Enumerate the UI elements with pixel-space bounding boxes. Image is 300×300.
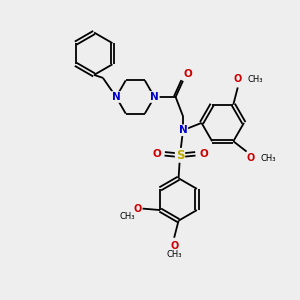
Text: O: O	[152, 149, 161, 159]
Text: CH₃: CH₃	[247, 75, 263, 84]
Text: O: O	[234, 74, 242, 84]
Text: O: O	[133, 204, 141, 214]
Text: CH₃: CH₃	[167, 250, 182, 259]
Text: CH₃: CH₃	[261, 154, 276, 163]
Text: CH₃: CH₃	[119, 212, 135, 221]
Text: O: O	[247, 153, 255, 163]
Text: O: O	[184, 69, 193, 79]
Text: O: O	[170, 241, 178, 251]
Text: N: N	[112, 92, 121, 102]
Text: N: N	[150, 92, 159, 102]
Text: S: S	[176, 149, 184, 162]
Text: N: N	[178, 125, 188, 135]
Text: O: O	[199, 149, 208, 159]
